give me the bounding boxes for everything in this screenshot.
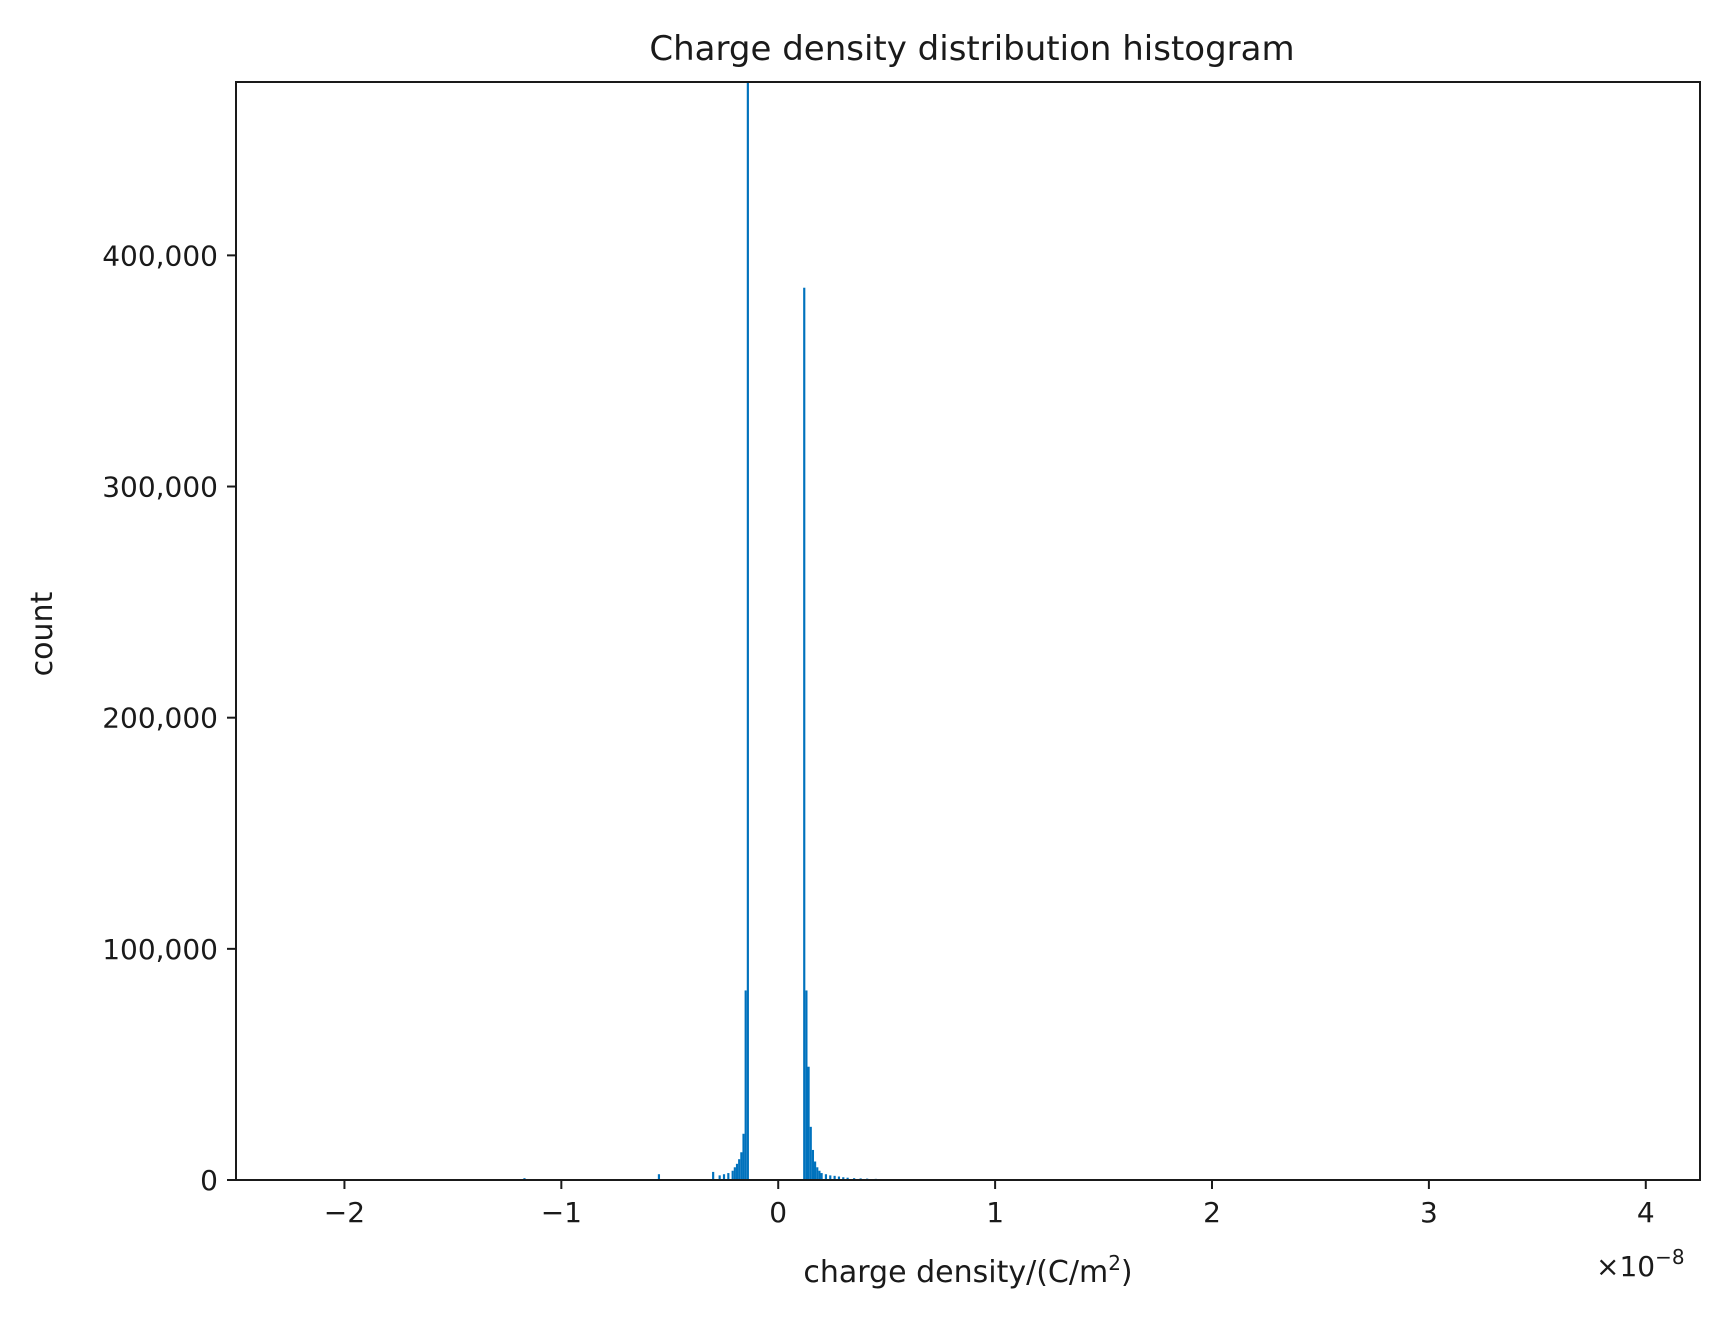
histogram-bar <box>833 1175 836 1180</box>
x-axis-label: charge density/(C/m2) <box>803 1251 1132 1290</box>
histogram-bar <box>746 82 749 1180</box>
histogram-bar <box>742 1133 745 1180</box>
histogram-bar <box>809 1126 812 1180</box>
y-axis-label: count <box>25 591 60 676</box>
histogram-bar <box>842 1177 845 1180</box>
x-tick-label: 2 <box>1203 1196 1221 1229</box>
histogram-bar <box>818 1170 821 1180</box>
x-tick-label: −2 <box>324 1196 365 1229</box>
x-axis-offset-base: ×10 <box>1596 1250 1655 1283</box>
histogram-bar <box>727 1173 730 1180</box>
x-axis-ticks: −2 −1 0 1 2 3 4 <box>324 1180 1655 1229</box>
chart-title: Charge density distribution histogram <box>649 29 1294 69</box>
y-tick-label: 0 <box>200 1164 218 1197</box>
x-tick-label: 3 <box>1420 1196 1438 1229</box>
x-tick-label: −1 <box>541 1196 582 1229</box>
x-axis-label-main: charge density/(C/m <box>803 1255 1108 1290</box>
histogram-bar <box>744 990 747 1180</box>
histogram-bar <box>735 1163 739 1180</box>
histogram-bar <box>803 287 806 1181</box>
histogram-bar <box>816 1167 819 1180</box>
x-axis-offset-exponent: −8 <box>1655 1245 1684 1269</box>
x-tick-label: 0 <box>769 1196 787 1229</box>
y-tick-label: 100,000 <box>102 933 218 966</box>
histogram-bar <box>731 1170 734 1180</box>
histogram-bar <box>807 1066 810 1180</box>
plot-area-frame <box>235 81 1701 1181</box>
histogram-bars <box>523 82 877 1181</box>
y-tick-label: 200,000 <box>102 702 218 735</box>
histogram-bar <box>712 1171 715 1180</box>
histogram-bar <box>824 1174 828 1180</box>
y-tick-label: 400,000 <box>102 239 218 272</box>
x-tick-label: 1 <box>986 1196 1004 1229</box>
histogram-bar <box>820 1173 823 1180</box>
histogram-bar <box>718 1175 721 1180</box>
x-tick-label: 4 <box>1637 1196 1655 1229</box>
y-tick-label: 300,000 <box>102 471 218 504</box>
histogram-bar <box>805 990 808 1180</box>
histogram-bar <box>738 1159 741 1180</box>
histogram-bar <box>733 1167 736 1180</box>
y-axis-ticks: 0 100,000 200,000 300,000 400,000 <box>102 239 236 1197</box>
histogram-bar <box>722 1174 726 1180</box>
histogram-bar <box>846 1177 849 1180</box>
histogram-bar <box>740 1152 743 1180</box>
histogram-bar <box>811 1149 815 1180</box>
x-axis-offset-label: ×10−8 <box>1596 1245 1685 1283</box>
x-axis-label-tail: ) <box>1121 1255 1133 1290</box>
x-axis-label-superscript: 2 <box>1108 1251 1121 1275</box>
histogram-bar <box>829 1175 832 1180</box>
histogram-bar <box>814 1161 817 1180</box>
histogram-bar <box>657 1174 661 1180</box>
histogram-bar <box>837 1176 841 1180</box>
